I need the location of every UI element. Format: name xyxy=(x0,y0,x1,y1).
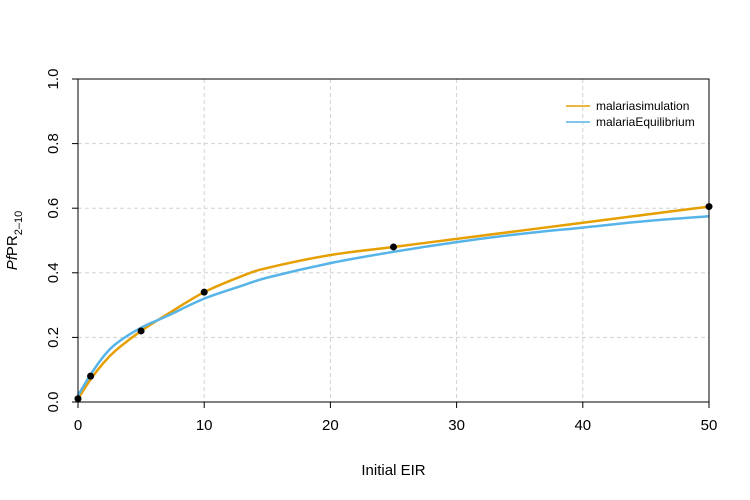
x-tick-label: 50 xyxy=(701,417,718,434)
legend-label: malariaEquilibrium xyxy=(596,115,695,129)
x-axis-title: Initial EIR xyxy=(361,462,425,479)
y-tick-label: 1.0 xyxy=(45,69,62,90)
y-tick-label: 0.0 xyxy=(45,392,62,413)
data-point xyxy=(87,372,95,380)
y-tick-label: 0.6 xyxy=(45,198,62,219)
x-tick-label: 0 xyxy=(74,417,82,434)
x-axis: 0 10 20 30 40 50 xyxy=(74,402,718,434)
data-points xyxy=(74,203,713,403)
y-axis-title-subscript: 2–10 xyxy=(13,211,25,235)
x-tick-label: 40 xyxy=(574,417,591,434)
y-tick-label: 0.8 xyxy=(45,133,62,154)
y-axis-title-main: PR xyxy=(4,235,21,256)
data-point xyxy=(200,288,208,296)
legend: malariasimulation malariaEquilibrium xyxy=(566,99,695,129)
x-tick-label: 10 xyxy=(196,417,213,434)
legend-label: malariasimulation xyxy=(596,99,689,113)
series-line-malariasimulation xyxy=(76,205,710,400)
y-tick-label: 0.2 xyxy=(45,327,62,348)
y-tick-label: 0.4 xyxy=(45,262,62,283)
series-line-malariaEquilibrium xyxy=(76,215,710,397)
series-lines xyxy=(76,205,710,400)
data-point xyxy=(137,327,145,335)
x-tick-label: 30 xyxy=(448,417,465,434)
data-point xyxy=(390,243,397,251)
y-axis: 0.0 0.2 0.4 0.6 0.8 1.0 xyxy=(45,69,78,413)
plot-frame xyxy=(77,78,710,403)
x-tick-label: 20 xyxy=(322,417,339,434)
y-axis-title-italic: Pf xyxy=(4,254,21,270)
y-axis-title: PfPR2–10 xyxy=(4,211,25,271)
